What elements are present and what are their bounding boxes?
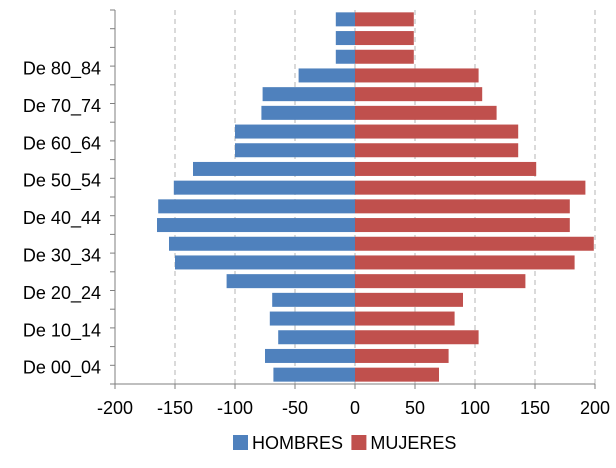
x-tick-label: -100 [217, 398, 253, 418]
bar-mujeres-15 [355, 87, 483, 102]
bar-mujeres-14 [355, 105, 497, 120]
bar-mujeres-1 [355, 348, 449, 363]
bar-mujeres-3 [355, 311, 455, 326]
bar-mujeres-5 [355, 274, 526, 289]
bar-mujeres-6 [355, 255, 575, 270]
bar-mujeres-19 [355, 12, 414, 27]
y-category-label: De 20_24 [23, 283, 101, 304]
y-category-label: De 80_84 [23, 58, 101, 79]
x-tick-label: -200 [97, 398, 133, 418]
x-tick-label: -50 [282, 398, 308, 418]
bar-mujeres-9 [355, 199, 570, 214]
bar-mujeres-17 [355, 49, 414, 64]
y-category-label: De 30_34 [23, 245, 101, 266]
bar-hombres-14 [261, 105, 355, 120]
bar-mujeres-2 [355, 330, 479, 345]
y-category-label: De 10_14 [23, 320, 101, 341]
bar-mujeres-18 [355, 31, 414, 46]
bar-hombres-16 [298, 68, 355, 83]
bar-mujeres-16 [355, 68, 479, 83]
bar-hombres-12 [235, 143, 355, 158]
bar-hombres-2 [278, 330, 355, 345]
legend-label-hombres: HOMBRES [252, 433, 343, 453]
x-tick-label: 200 [580, 398, 610, 418]
bar-hombres-19 [335, 12, 355, 27]
bar-hombres-1 [265, 348, 355, 363]
bar-hombres-7 [169, 236, 355, 251]
x-tick-label: 50 [405, 398, 425, 418]
bar-hombres-10 [173, 180, 355, 195]
bar-hombres-13 [235, 124, 355, 139]
y-category-label: De 40_44 [23, 208, 101, 229]
bar-hombres-15 [262, 87, 355, 102]
bar-mujeres-8 [355, 218, 570, 233]
x-tick-label: 0 [350, 398, 360, 418]
legend-swatch-mujeres [351, 435, 367, 450]
bar-hombres-5 [226, 274, 355, 289]
bar-hombres-11 [193, 161, 355, 176]
bar-hombres-6 [175, 255, 355, 270]
y-category-label: De 50_54 [23, 171, 101, 192]
legend-swatch-hombres [233, 435, 248, 450]
x-tick-label: 100 [460, 398, 490, 418]
bar-mujeres-4 [355, 292, 463, 307]
bar-hombres-8 [157, 218, 355, 233]
bar-hombres-4 [272, 292, 355, 307]
bar-mujeres-13 [355, 124, 519, 139]
bar-hombres-3 [269, 311, 355, 326]
legend-label-mujeres: MUJERES [370, 433, 456, 453]
bar-hombres-0 [273, 367, 355, 382]
bar-mujeres-10 [355, 180, 586, 195]
bar-mujeres-11 [355, 161, 537, 176]
y-category-label: De 70_74 [23, 96, 101, 117]
bar-mujeres-7 [355, 236, 594, 251]
bar-hombres-9 [158, 199, 355, 214]
x-tick-label: -150 [157, 398, 193, 418]
bar-mujeres-12 [355, 143, 519, 158]
bar-hombres-18 [335, 31, 355, 46]
x-tick-label: 150 [520, 398, 550, 418]
bar-hombres-17 [335, 49, 355, 64]
y-category-label: De 60_64 [23, 133, 101, 154]
bar-mujeres-0 [355, 367, 439, 382]
y-category-label: De 00_04 [23, 358, 101, 379]
